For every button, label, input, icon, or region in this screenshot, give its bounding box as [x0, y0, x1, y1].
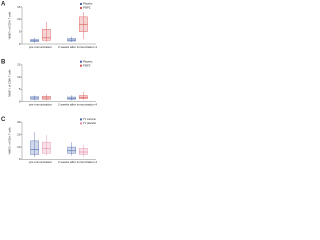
legend-label: TV placebo [83, 121, 97, 125]
legend-swatch [80, 118, 82, 121]
legend-swatch [80, 7, 82, 9]
legend-label: Placebo [83, 59, 93, 63]
y-tick-label: 0 [19, 99, 21, 103]
y-tick-label: 30 [17, 120, 21, 124]
y-axis-label: %Ki67+ of CD8+ T cells [8, 69, 12, 97]
panel-label: C [1, 117, 6, 123]
legend-swatch [80, 60, 82, 63]
x-tick-label: 2 weeks after immunization 4 [58, 102, 97, 106]
panel-label: B [1, 59, 6, 65]
y-tick-label: 15 [17, 62, 21, 66]
legend-swatch [80, 122, 82, 125]
x-tick-label: 2 weeks after immunization 4 [58, 45, 97, 49]
y-tick-label: 10 [17, 145, 21, 149]
y-axis-label: %Ki67+ of Vδ2+ T cells [8, 127, 12, 155]
legend-swatch [80, 64, 82, 67]
x-tick-label: 2 weeks after immunization 4 [58, 160, 97, 164]
x-tick-label: pre-immunization [29, 102, 52, 106]
box [30, 140, 39, 155]
legend-label: Placebo [83, 2, 93, 6]
y-tick-label: 20 [17, 133, 21, 137]
legend-label: PfSPZ [83, 63, 91, 67]
y-tick-label: 5 [19, 29, 21, 33]
box [42, 141, 51, 154]
y-tick-label: 0 [19, 42, 21, 46]
legend-swatch [80, 3, 82, 5]
x-tick-label: pre-immunization [29, 45, 52, 49]
y-axis-label: %Ki67+ of CD4+ T cells [8, 11, 12, 39]
y-tick-label: 10 [17, 17, 21, 21]
y-tick-label: 15 [17, 5, 21, 9]
legend-label: TV vaccine [83, 117, 96, 121]
y-tick-label: 5 [19, 87, 21, 91]
y-tick-label: 0 [19, 157, 21, 161]
y-tick-label: 10 [17, 75, 21, 79]
panel-label: A [1, 2, 6, 8]
box [42, 29, 51, 41]
legend-label: PfSPZ [83, 6, 91, 10]
box [79, 148, 88, 155]
figure: A%Ki67+ of CD4+ T cells 0 5 10 15 pre-immuniz… [1, 2, 97, 165]
x-tick-label: pre-immunization [29, 160, 52, 164]
box [67, 146, 76, 154]
page: {"chart_data": [ {"type": "box", "label"… [0, 0, 100, 173]
